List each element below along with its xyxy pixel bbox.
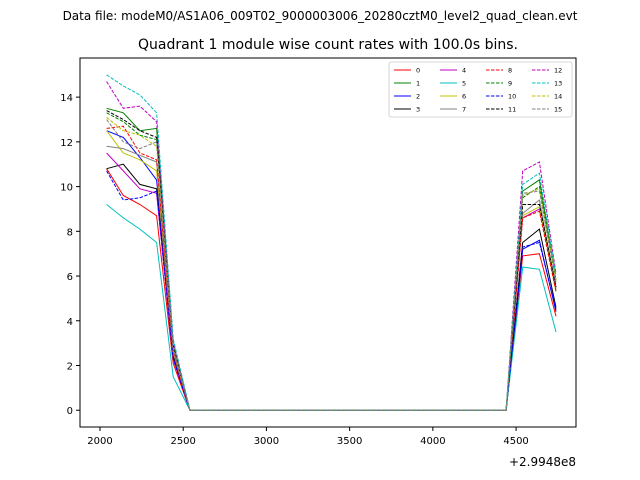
series-line-6 [106,130,557,411]
x-tick-label: 2000 [87,436,112,447]
y-tick-label: 0 [67,406,73,417]
legend-label-6: 6 [462,93,466,101]
legend-label-2: 2 [416,93,420,101]
x-tick-label: 4000 [420,436,445,447]
x-offset-text: +2.9948e8 [509,455,576,469]
legend-label-1: 1 [416,80,420,88]
legend-label-8: 8 [508,67,512,75]
suptitle: Data file: modeM0/AS1A06_009T02_90000030… [63,9,578,23]
legend-label-7: 7 [462,106,466,114]
series-line-2 [106,130,557,411]
x-axis: 2000 2500 3000 3500 4000 4500 [87,427,529,447]
series-line-13 [106,74,557,411]
legend-label-9: 9 [508,80,512,88]
x-tick-label: 2500 [170,436,195,447]
series-line-5 [106,204,557,411]
y-tick-label: 12 [60,138,73,149]
series-line-7 [106,145,557,411]
legend-label-5: 5 [462,80,466,88]
series-line-8 [106,125,557,411]
legend-label-4: 4 [462,67,466,75]
legend-label-12: 12 [554,67,562,75]
series-line-15 [106,119,557,411]
y-tick-label: 2 [67,362,73,373]
series-line-4 [106,152,557,411]
series-line-10 [106,170,557,411]
x-tick-label: 3500 [337,436,362,447]
plot-frame [79,57,577,428]
y-tick-label: 6 [67,272,73,283]
legend-frame [388,61,573,118]
plot-lines [106,74,557,411]
series-line-0 [106,168,557,411]
legend-label-3: 3 [416,106,420,114]
legend-label-14: 14 [554,93,562,101]
legend-label-15: 15 [554,106,562,114]
series-line-3 [106,163,557,411]
y-axis: 0 2 4 6 8 10 12 14 [60,93,80,417]
y-tick-label: 4 [67,317,73,328]
x-tick-label: 4500 [503,436,528,447]
x-tick-label: 3000 [254,436,279,447]
y-tick-label: 10 [60,183,73,194]
legend-label-10: 10 [508,93,516,101]
legend-label-13: 13 [554,80,562,88]
chart-title: Quadrant 1 module wise count rates with … [138,37,518,53]
y-tick-label: 14 [60,93,73,104]
legend-label-11: 11 [508,106,516,114]
legend-label-0: 0 [416,67,420,75]
y-tick-label: 8 [67,227,73,238]
